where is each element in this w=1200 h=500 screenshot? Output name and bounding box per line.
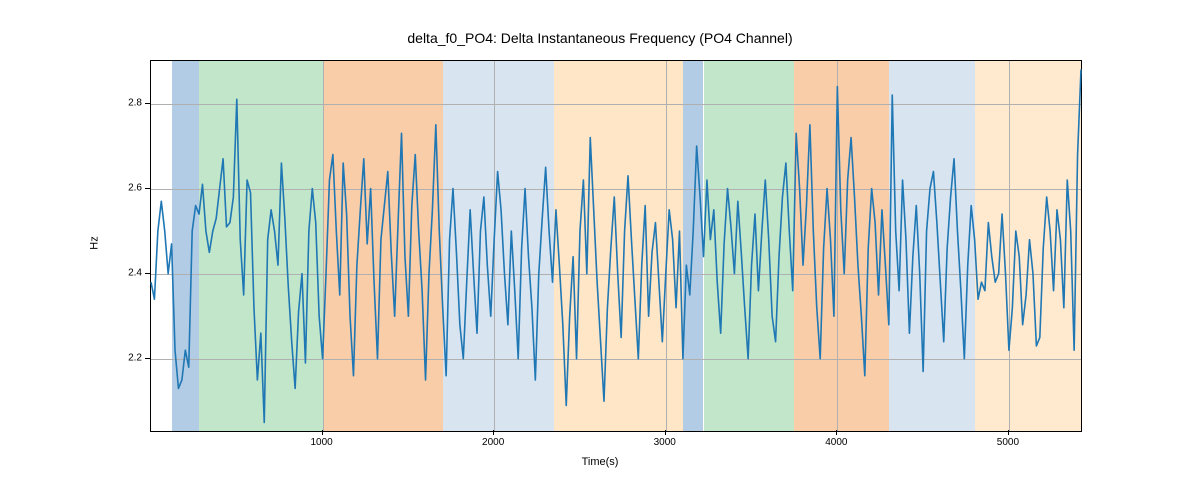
ytick-label: 2.2 [116,352,142,363]
xtick-mark [836,430,837,435]
xtick-label: 5000 [997,437,1019,448]
plot-area [150,60,1082,432]
ytick-mark [145,358,150,359]
xtick-mark [665,430,666,435]
xtick-label: 1000 [310,437,332,448]
figure: delta_f0_PO4: Delta Instantaneous Freque… [0,0,1200,500]
xtick-label: 3000 [654,437,676,448]
ytick-label: 2.8 [116,97,142,108]
line-path [151,70,1081,423]
x-axis-label: Time(s) [0,456,1200,468]
xtick-mark [1008,430,1009,435]
chart-title: delta_f0_PO4: Delta Instantaneous Freque… [0,30,1200,46]
ytick-mark [145,103,150,104]
series-line [151,61,1081,431]
ytick-mark [145,188,150,189]
xtick-mark [322,430,323,435]
ytick-mark [145,273,150,274]
ytick-label: 2.4 [116,267,142,278]
xtick-label: 2000 [482,437,504,448]
xtick-label: 4000 [825,437,847,448]
xtick-mark [493,430,494,435]
ytick-label: 2.6 [116,182,142,193]
y-axis-label: Hz [89,236,101,249]
